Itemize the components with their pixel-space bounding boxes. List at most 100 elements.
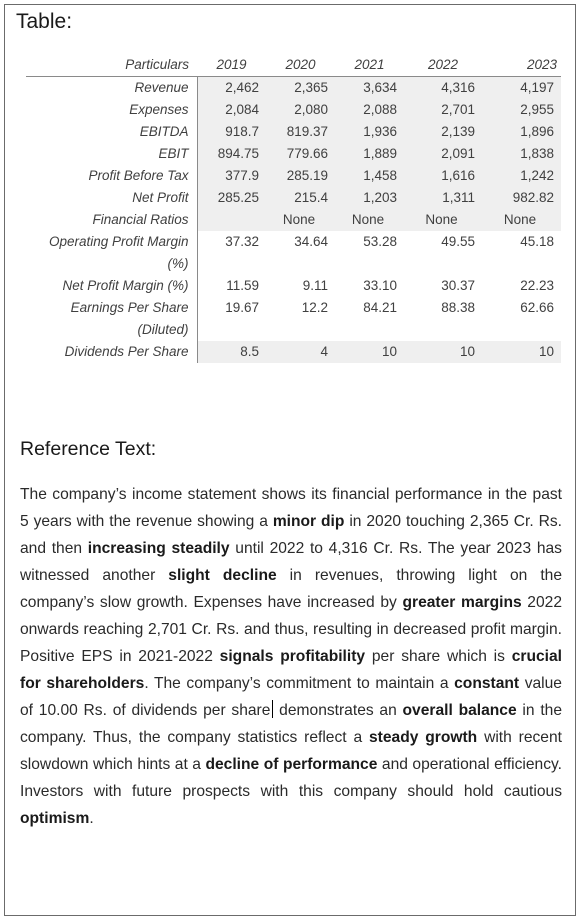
table-cell: 3,634: [335, 76, 404, 99]
table-cell: 285.19: [266, 165, 335, 187]
header-year: 2020: [266, 54, 335, 77]
table-cell: [197, 209, 266, 231]
table-row: Net Profit 285.25 215.4 1,203 1,311 982.82: [26, 187, 561, 209]
table-row: Operating Profit Margin (%) 37.32 34.64 53.…: [26, 231, 561, 275]
table-cell: None: [482, 209, 561, 231]
table-cell: 1,458: [335, 165, 404, 187]
emphasis-text: constant: [454, 675, 520, 692]
header-year: 2022: [404, 54, 482, 77]
emphasis-text: steady growth: [368, 729, 478, 746]
text-cursor: [272, 700, 274, 718]
table-cell: 1,936: [335, 121, 404, 143]
body-text: 2022 onwards reaching 2,701 Cr. Rs. and …: [20, 594, 562, 665]
body-text: . The company’s commitment to maintain a: [144, 675, 455, 692]
table-cell: None: [266, 209, 335, 231]
table-cell: 2,955: [482, 99, 561, 121]
emphasis-text: minor dip: [272, 513, 345, 530]
table-cell: 34.64: [294, 234, 328, 249]
table-cell: 10: [482, 341, 561, 363]
header-year: 2019: [197, 54, 266, 77]
table-cell: 33.10: [363, 278, 397, 293]
table-cell: 1,242: [482, 165, 561, 187]
reference-paragraph: The company’s income statement shows its…: [20, 481, 562, 832]
table-cell: 9.11: [302, 278, 328, 293]
header-year: 2023: [482, 54, 561, 77]
table-cell: 377.9: [197, 165, 266, 187]
table-cell: 1,203: [335, 187, 404, 209]
table-cell: 22.23: [520, 278, 554, 293]
table-cell: 10: [404, 341, 482, 363]
body-text: demonstrates an: [273, 702, 403, 719]
table-cell: 84.21: [363, 300, 397, 315]
table-heading: Table:: [16, 10, 73, 33]
table-cell: 88.38: [441, 300, 475, 315]
emphasis-text: slight decline: [168, 567, 277, 584]
body-text: value of 10.00 Rs. of dividends per shar…: [20, 675, 562, 719]
header-year: 2021: [335, 54, 404, 77]
emphasis-text: decline of performance: [205, 756, 378, 773]
table-cell: 4,316: [404, 76, 482, 99]
table-row: Earnings Per Share (Diluted) 19.67 12.2 84.…: [26, 297, 561, 341]
table-cell: 12.2: [301, 300, 328, 315]
financial-table: Particulars 2019 2020 2021 2022 2023 Revenue 2…: [26, 54, 561, 363]
row-label: Operating Profit Margin (%): [26, 231, 198, 275]
table-cell: 1,896: [482, 121, 561, 143]
table-cell: 215.4: [266, 187, 335, 209]
body-text: in the company. Thus, the company statis…: [20, 702, 562, 746]
row-label: Net Profit: [26, 187, 198, 209]
table-row: Expenses 2,084 2,080 2,088 2,701 2,955: [26, 99, 561, 121]
row-label: Dividends Per Share: [26, 341, 198, 363]
table-cell: 2,080: [266, 99, 335, 121]
emphasis-text: crucial for shareholders: [20, 648, 562, 692]
emphasis-text: optimism: [20, 810, 90, 827]
table-cell: 1,311: [404, 187, 482, 209]
table-cell: 11.59: [226, 278, 259, 293]
table-cell: 819.37: [266, 121, 335, 143]
table-cell: 2,091: [404, 143, 482, 165]
emphasis-text: greater margins: [402, 594, 522, 611]
row-label: Profit Before Tax: [26, 165, 198, 187]
table-cell: 894.75: [197, 143, 266, 165]
row-label: Revenue: [26, 76, 198, 99]
table-cell: 1,838: [482, 143, 561, 165]
table-cell: 779.66: [266, 143, 335, 165]
table-cell: 62.66: [520, 300, 554, 315]
row-label: EBIT: [26, 143, 198, 165]
table-cell: 49.55: [441, 234, 475, 249]
table-cell: 37.32: [225, 234, 259, 249]
table-cell: 45.18: [520, 234, 554, 249]
row-label: Net Profit Margin (%): [26, 275, 198, 297]
table-cell: 982.82: [482, 187, 561, 209]
table-cell: 2,139: [404, 121, 482, 143]
table-row: Net Profit Margin (%) 11.59 9.11 33.10 30.37…: [26, 275, 561, 297]
reference-heading: Reference Text:: [20, 438, 157, 460]
body-text: .: [89, 810, 94, 827]
body-text: per share which is: [365, 648, 512, 665]
body-text: with recent slowdown which hints at a: [20, 729, 562, 773]
table-cell: 2,365: [266, 76, 335, 99]
body-text: The company’s income statement shows its…: [20, 486, 562, 530]
row-label: Earnings Per Share (Diluted): [26, 297, 198, 341]
table-cell: 30.37: [441, 278, 475, 293]
table-cell: 285.25: [197, 187, 266, 209]
table-cell: None: [404, 209, 482, 231]
header-particulars: Particulars: [26, 54, 197, 77]
emphasis-text: signals profitability: [219, 648, 366, 665]
table-row: Profit Before Tax 377.9 285.19 1,458 1,616 1,…: [26, 165, 561, 187]
table-cell: 19.67: [225, 300, 259, 315]
body-text: until 2022 to 4,316 Cr. Rs. The year 202…: [20, 540, 562, 584]
row-label: Financial Ratios: [26, 209, 198, 231]
table-row: EBITDA 918.7 819.37 1,936 2,139 1,896: [26, 121, 561, 143]
table-cell: 1,616: [404, 165, 482, 187]
table-cell: 53.28: [363, 234, 397, 249]
table-cell: 4,197: [482, 76, 561, 99]
table-cell: None: [335, 209, 404, 231]
body-text: in 2020 touching 2,365 Cr. Rs. and then: [20, 513, 562, 557]
table-row: Dividends Per Share 8.5 4 10 10 10: [26, 341, 561, 363]
table-cell: 2,084: [197, 99, 266, 121]
table-cell: 2,701: [404, 99, 482, 121]
table-cell: 918.7: [197, 121, 266, 143]
table-cell: 2,088: [335, 99, 404, 121]
table-cell: 8.5: [197, 341, 266, 363]
document-frame: [4, 4, 576, 916]
